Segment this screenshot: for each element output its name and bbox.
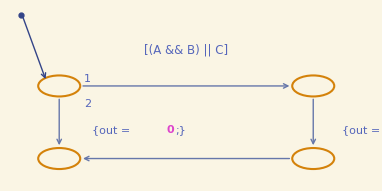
Text: {out =: {out = [342, 125, 382, 135]
Text: 2: 2 [84, 99, 91, 109]
Text: [(A && B) || C]: [(A && B) || C] [144, 43, 228, 56]
Text: 0: 0 [167, 125, 174, 135]
Text: {out =: {out = [92, 125, 133, 135]
Text: ;}: ;} [175, 125, 186, 135]
Text: 1: 1 [84, 74, 91, 84]
